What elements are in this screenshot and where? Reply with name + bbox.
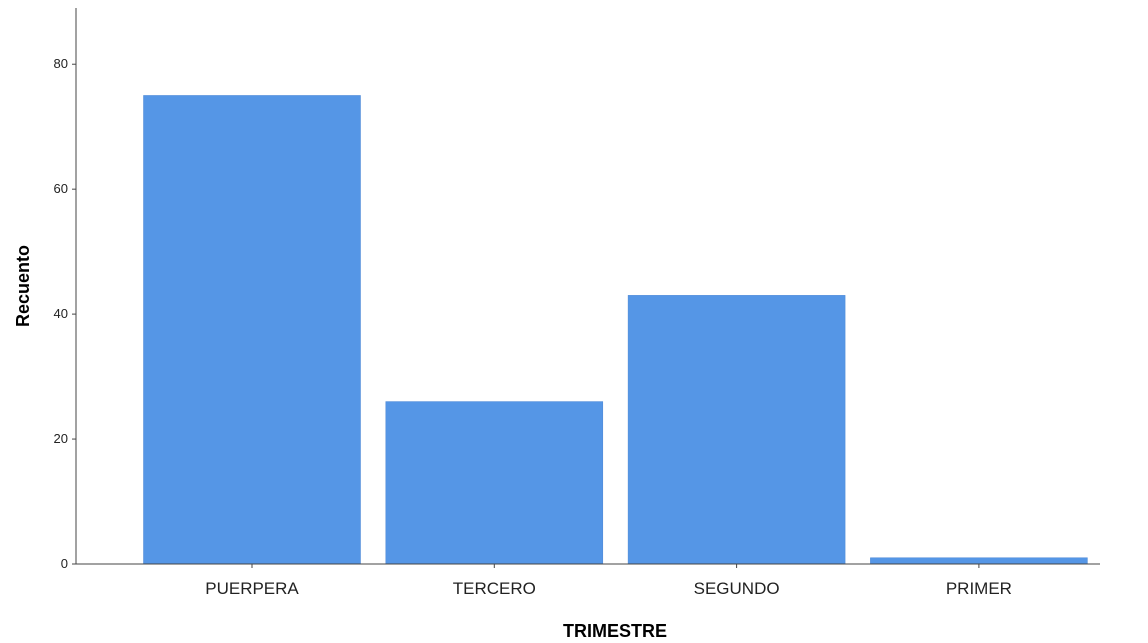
y-tick-label: 40: [54, 306, 68, 321]
y-tick-label: 20: [54, 431, 68, 446]
x-tick-label: PRIMER: [946, 579, 1012, 598]
x-tick-label: SEGUNDO: [694, 579, 780, 598]
x-tick-label: PUERPERA: [205, 579, 299, 598]
bars-group: [143, 95, 1088, 565]
x-axis-title: TRIMESTRE: [563, 621, 667, 641]
y-tick-label: 0: [61, 556, 68, 571]
y-tick-label: 60: [54, 181, 68, 196]
x-axis-ticks: PUERPERA TERCERO SEGUNDO PRIMER: [205, 564, 1012, 598]
y-axis-title: Recuento: [13, 245, 33, 327]
bar-puerpera: [143, 95, 361, 565]
x-tick-label: TERCERO: [453, 579, 536, 598]
y-tick-label: 80: [54, 56, 68, 71]
bar-tercero: [385, 401, 604, 565]
y-axis-ticks: 0 20 40 60 80: [54, 56, 76, 571]
bar-segundo: [627, 295, 846, 565]
bar-primer: [870, 557, 1088, 565]
